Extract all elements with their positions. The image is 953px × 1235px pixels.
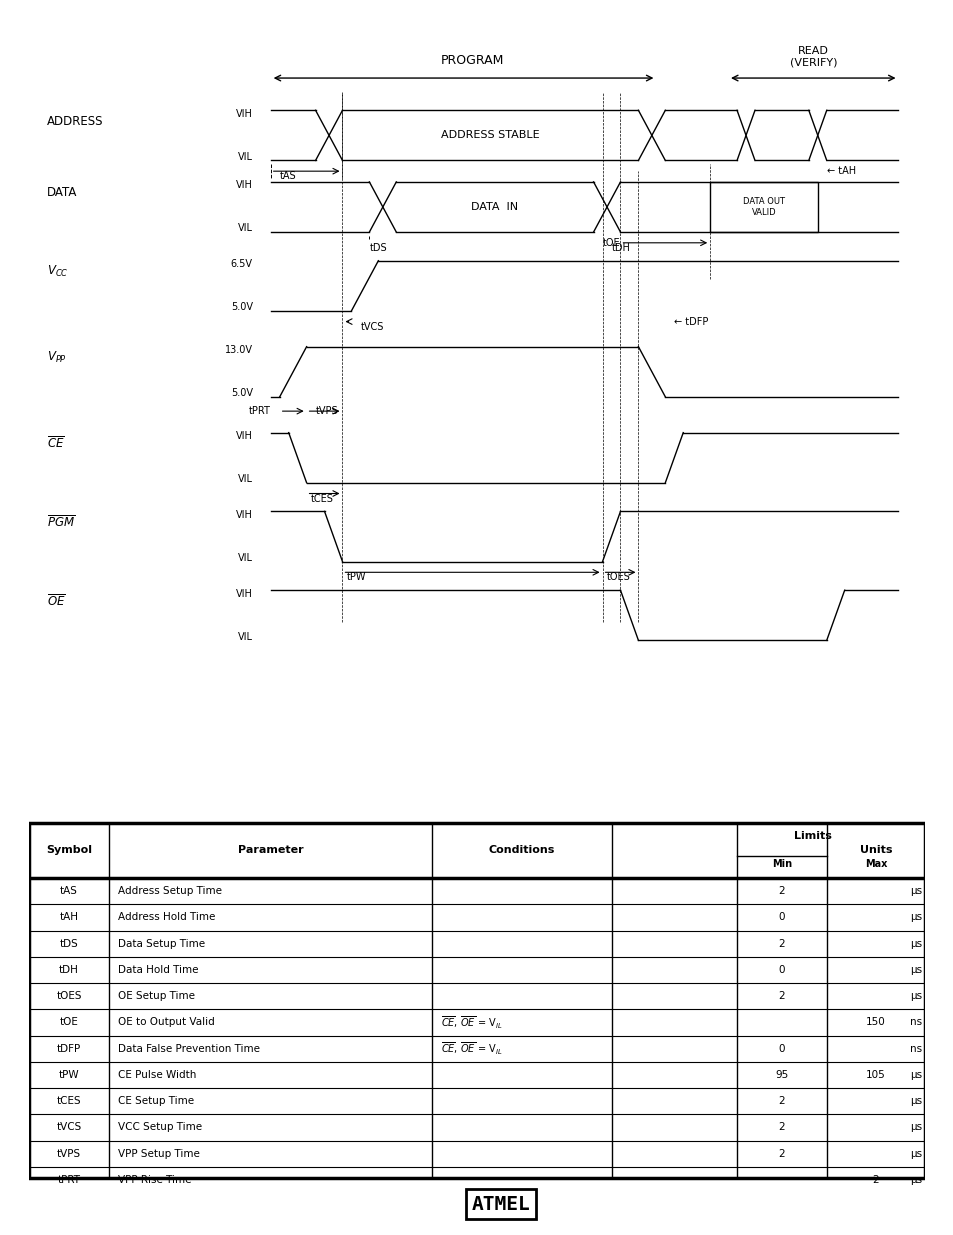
- Text: ATMEL: ATMEL: [471, 1194, 530, 1214]
- Text: Data Setup Time: Data Setup Time: [118, 939, 205, 948]
- Text: tVCS: tVCS: [56, 1123, 82, 1132]
- Text: tOE: tOE: [59, 1018, 78, 1028]
- Text: VIL: VIL: [237, 474, 253, 484]
- Text: Address Hold Time: Address Hold Time: [118, 913, 215, 923]
- Text: VIH: VIH: [235, 431, 253, 441]
- Text: μs: μs: [909, 965, 922, 974]
- Text: DATA: DATA: [47, 186, 77, 199]
- Text: VIH: VIH: [235, 510, 253, 520]
- Text: VIH: VIH: [235, 589, 253, 599]
- Text: VPP Rise Time: VPP Rise Time: [118, 1174, 192, 1184]
- Text: 0: 0: [778, 913, 784, 923]
- Text: DATA  IN: DATA IN: [471, 203, 517, 212]
- Text: ← tAH: ← tAH: [826, 167, 855, 177]
- Text: $\overline{CE}$: $\overline{CE}$: [47, 436, 64, 451]
- Text: $V_{CC}$: $V_{CC}$: [47, 264, 68, 279]
- Text: tDFP: tDFP: [57, 1044, 81, 1053]
- Text: VIL: VIL: [237, 224, 253, 233]
- Text: ← tDFP: ← tDFP: [674, 316, 708, 326]
- Text: PROGRAM: PROGRAM: [440, 54, 504, 68]
- Text: 2: 2: [778, 1149, 784, 1158]
- Text: VIL: VIL: [237, 152, 253, 162]
- Text: Max: Max: [864, 860, 886, 869]
- Text: Address Setup Time: Address Setup Time: [118, 887, 222, 897]
- Text: μs: μs: [909, 913, 922, 923]
- Text: tDH: tDH: [59, 965, 79, 974]
- Text: 105: 105: [865, 1070, 885, 1079]
- Text: μs: μs: [909, 992, 922, 1002]
- Text: 0: 0: [778, 965, 784, 974]
- Text: tOES: tOES: [606, 572, 630, 582]
- Text: tOE: tOE: [602, 238, 619, 248]
- Text: READ
(VERIFY): READ (VERIFY): [789, 46, 836, 68]
- Text: Parameter: Parameter: [237, 845, 303, 856]
- Text: ADDRESS: ADDRESS: [47, 115, 103, 127]
- Text: 2: 2: [778, 992, 784, 1002]
- Text: ns: ns: [909, 1018, 922, 1028]
- Text: tPW: tPW: [347, 572, 366, 582]
- Text: tAS: tAS: [60, 887, 78, 897]
- Text: 5.0V: 5.0V: [231, 303, 253, 312]
- Text: VCC Setup Time: VCC Setup Time: [118, 1123, 202, 1132]
- Text: $\overline{OE}$: $\overline{OE}$: [47, 593, 65, 609]
- Text: μs: μs: [909, 939, 922, 948]
- Text: 5.0V: 5.0V: [231, 388, 253, 398]
- Text: Data False Prevention Time: Data False Prevention Time: [118, 1044, 260, 1053]
- Text: 2: 2: [872, 1174, 879, 1184]
- Text: tOES: tOES: [56, 992, 82, 1002]
- Text: OE Setup Time: OE Setup Time: [118, 992, 195, 1002]
- Text: OE to Output Valid: OE to Output Valid: [118, 1018, 214, 1028]
- Text: tAH: tAH: [59, 913, 78, 923]
- Text: 6.5V: 6.5V: [231, 259, 253, 269]
- Text: tDH: tDH: [611, 243, 630, 253]
- Text: 2: 2: [778, 1097, 784, 1107]
- Text: 2: 2: [778, 939, 784, 948]
- Text: VPP Setup Time: VPP Setup Time: [118, 1149, 200, 1158]
- Text: tDS: tDS: [59, 939, 78, 948]
- Text: Symbol: Symbol: [46, 845, 91, 856]
- Text: 13.0V: 13.0V: [225, 346, 253, 356]
- Text: tDS: tDS: [369, 243, 387, 253]
- Text: μs: μs: [909, 1097, 922, 1107]
- Text: ns: ns: [909, 1044, 922, 1053]
- Text: tCES: tCES: [56, 1097, 81, 1107]
- Text: DATA OUT
VALID: DATA OUT VALID: [742, 198, 784, 216]
- Text: tVPS: tVPS: [57, 1149, 81, 1158]
- Text: CE Setup Time: CE Setup Time: [118, 1097, 194, 1107]
- Text: VIH: VIH: [235, 180, 253, 190]
- Text: 0: 0: [778, 1044, 784, 1053]
- Text: tPW: tPW: [58, 1070, 79, 1079]
- Text: μs: μs: [909, 1070, 922, 1079]
- Text: μs: μs: [909, 1174, 922, 1184]
- Text: 2: 2: [778, 1123, 784, 1132]
- Text: CE Pulse Width: CE Pulse Width: [118, 1070, 196, 1079]
- Text: tPRT: tPRT: [249, 406, 271, 416]
- Text: VIH: VIH: [235, 109, 253, 119]
- Text: ADDRESS STABLE: ADDRESS STABLE: [440, 131, 539, 141]
- Text: Data Hold Time: Data Hold Time: [118, 965, 198, 974]
- Text: $\overline{CE}$, $\overline{OE}$ = V$_{IL}$: $\overline{CE}$, $\overline{OE}$ = V$_{I…: [440, 1041, 502, 1057]
- Text: 150: 150: [865, 1018, 885, 1028]
- Text: tPRT: tPRT: [57, 1174, 80, 1184]
- Bar: [709, 182, 817, 232]
- Text: Min: Min: [771, 860, 791, 869]
- Text: Limits: Limits: [794, 831, 831, 841]
- Text: VIL: VIL: [237, 553, 253, 563]
- Text: tVPS: tVPS: [315, 406, 338, 416]
- Text: μs: μs: [909, 1149, 922, 1158]
- Text: VIL: VIL: [237, 632, 253, 642]
- Text: $\overline{CE}$, $\overline{OE}$ = V$_{IL}$: $\overline{CE}$, $\overline{OE}$ = V$_{I…: [440, 1014, 502, 1030]
- Text: tAS: tAS: [279, 172, 296, 182]
- Text: 2: 2: [778, 887, 784, 897]
- Text: Units: Units: [859, 845, 891, 856]
- Text: $V_{PP}$: $V_{PP}$: [47, 350, 67, 366]
- Text: tVCS: tVCS: [360, 321, 383, 331]
- Text: Conditions: Conditions: [488, 845, 555, 856]
- Text: 95: 95: [775, 1070, 788, 1079]
- Text: μs: μs: [909, 887, 922, 897]
- Text: μs: μs: [909, 1123, 922, 1132]
- Text: $\overline{PGM}$: $\overline{PGM}$: [47, 515, 74, 530]
- Text: tCES: tCES: [311, 494, 334, 504]
